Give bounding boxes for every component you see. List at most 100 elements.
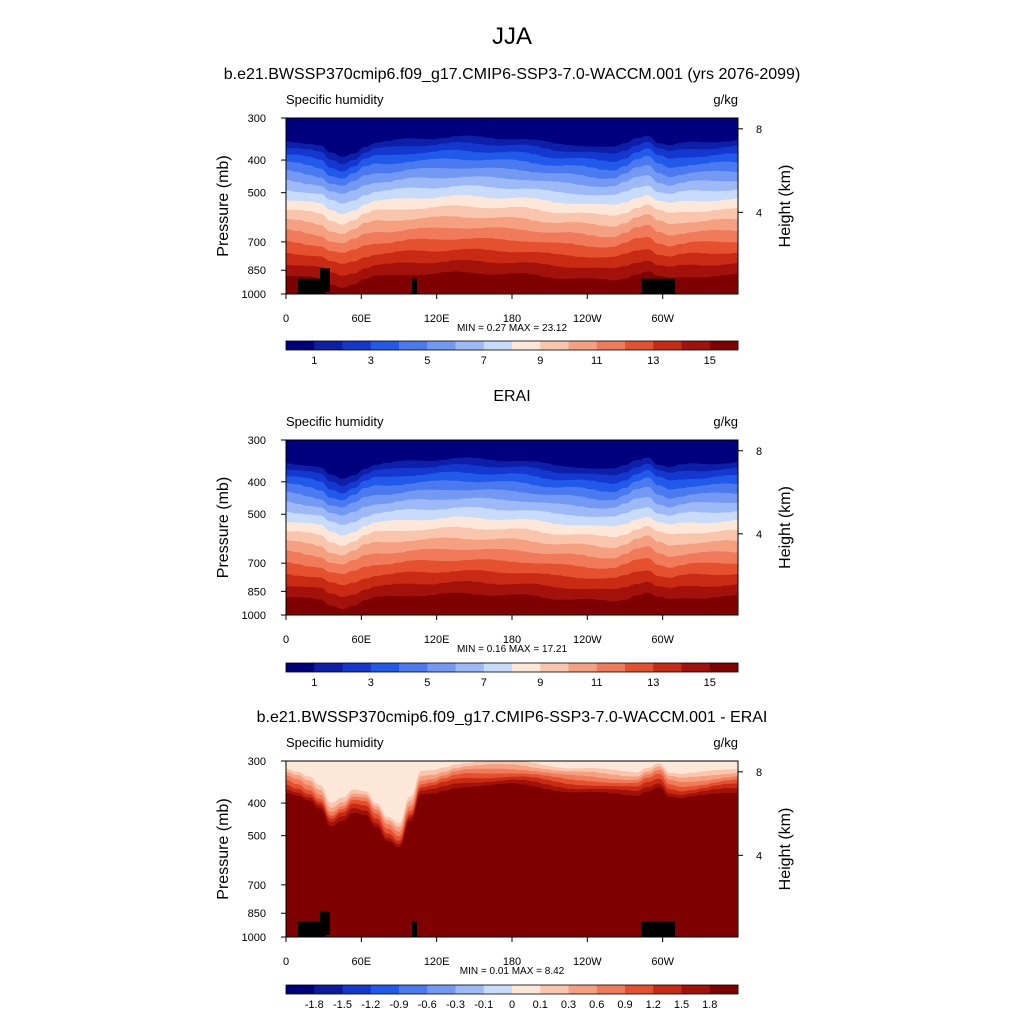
y-right-tick-label: 8 xyxy=(756,446,762,458)
y-tick-label: 850 xyxy=(248,265,266,277)
contour-field xyxy=(286,440,738,615)
y-tick-label: 1000 xyxy=(242,610,266,622)
topography-mask xyxy=(298,278,326,294)
topography-mask xyxy=(641,921,675,937)
colorbar-swatch xyxy=(427,663,456,672)
y-right-tick-label: 8 xyxy=(756,767,762,779)
colorbar-label: 9 xyxy=(537,355,543,367)
colorbar-swatch xyxy=(427,341,456,350)
y-right-axis-title: Height (km) xyxy=(777,808,794,891)
topography-mask xyxy=(298,921,326,937)
colorbar-label: -0.9 xyxy=(390,999,409,1011)
y-tick-label: 500 xyxy=(248,188,266,200)
colorbar-label: -1.5 xyxy=(333,999,352,1011)
colorbar-swatch xyxy=(399,985,428,994)
colorbar-swatch xyxy=(681,985,711,994)
y-right-tick-label: 4 xyxy=(756,529,762,541)
panel-3: b.e21.BWSSP370cmip6.f09_g17.CMIP6-SSP3-7… xyxy=(215,709,794,1011)
colorbar-swatch xyxy=(596,341,626,350)
colorbar-swatch xyxy=(370,341,400,350)
colorbar-swatch xyxy=(483,985,513,994)
topography-mask xyxy=(320,911,330,935)
colorbar-label: 3 xyxy=(368,677,374,689)
x-tick-label: 0 xyxy=(283,634,289,646)
colorbar-swatch xyxy=(596,663,626,672)
colorbar-swatch xyxy=(653,985,682,994)
colorbar-swatch xyxy=(709,663,739,672)
colorbar-label: 0.6 xyxy=(589,999,604,1011)
y-right-tick-label: 4 xyxy=(756,207,762,219)
panel-title: b.e21.BWSSP370cmip6.f09_g17.CMIP6-SSP3-7… xyxy=(257,709,768,726)
x-tick-label: 180 xyxy=(503,634,521,646)
colorbar-swatch xyxy=(625,985,654,994)
colorbar-label: 7 xyxy=(481,677,487,689)
x-tick-label: 60W xyxy=(651,634,674,646)
y-tick-label: 700 xyxy=(248,558,266,570)
min-max-text: MIN = 0.01 MAX = 8.42 xyxy=(460,966,565,977)
colorbar-swatch xyxy=(455,341,485,350)
y-tick-label: 500 xyxy=(248,509,266,521)
panel-title: b.e21.BWSSP370cmip6.f09_g17.CMIP6-SSP3-7… xyxy=(224,66,801,83)
y-tick-label: 300 xyxy=(248,113,266,125)
colorbar-swatch xyxy=(399,341,428,350)
colorbar-swatch xyxy=(370,663,400,672)
colorbar-label: -0.6 xyxy=(418,999,437,1011)
x-tick-label: 60W xyxy=(651,313,674,325)
units-label: g/kg xyxy=(713,92,738,107)
units-label: g/kg xyxy=(713,414,738,429)
colorbar-swatch xyxy=(370,985,400,994)
colorbar-swatch xyxy=(286,341,315,350)
colorbar-label: 0.3 xyxy=(561,999,576,1011)
x-tick-label: 120W xyxy=(573,313,602,325)
contour-band xyxy=(286,592,738,615)
contour-band xyxy=(286,271,738,294)
colorbar-swatch xyxy=(314,985,343,994)
y-axis-title: Pressure (mb) xyxy=(215,155,232,256)
x-tick-label: 120E xyxy=(424,313,450,325)
colorbar-label: 1.5 xyxy=(674,999,689,1011)
colorbar: 1 3 5 7 9 11 13 15 xyxy=(285,340,739,367)
colorbar-label: 0.9 xyxy=(617,999,632,1011)
x-tick-label: 180 xyxy=(503,313,521,325)
units-label: g/kg xyxy=(713,735,738,750)
colorbar-swatch xyxy=(540,341,569,350)
topography-mask xyxy=(412,921,417,937)
left-label: Specific humidity xyxy=(286,414,384,429)
colorbar-swatch xyxy=(596,985,626,994)
figure-title: JJA xyxy=(492,23,532,50)
colorbar-swatch xyxy=(455,663,485,672)
colorbar-swatch xyxy=(342,985,372,994)
x-tick-label: 120W xyxy=(573,634,602,646)
colorbar-label: 11 xyxy=(591,677,602,689)
y-tick-label: 400 xyxy=(248,798,266,810)
y-tick-label: 850 xyxy=(248,586,266,598)
colorbar-swatch xyxy=(314,663,343,672)
colorbar-swatch xyxy=(455,985,485,994)
y-right-tick-label: 8 xyxy=(756,124,762,136)
colorbar-swatch xyxy=(286,663,315,672)
min-max-text: MIN = 0.27 MAX = 23.12 xyxy=(457,323,567,334)
x-tick-label: 0 xyxy=(283,313,289,325)
colorbar-swatch xyxy=(568,663,598,672)
colorbar-label: 11 xyxy=(591,355,602,367)
colorbar-swatch xyxy=(625,663,654,672)
contour-band xyxy=(286,783,738,937)
colorbar-swatch xyxy=(427,985,456,994)
colorbar-swatch xyxy=(653,341,682,350)
colorbar-swatch xyxy=(540,663,569,672)
min-max-text: MIN = 0.16 MAX = 17.21 xyxy=(457,644,567,655)
x-tick-label: 120E xyxy=(424,634,450,646)
colorbar-label: 0.1 xyxy=(533,999,548,1011)
colorbar-frame xyxy=(285,662,739,673)
y-right-axis-title: Height (km) xyxy=(777,486,794,569)
colorbar-label: 13 xyxy=(647,677,659,689)
colorbar-label: 1.2 xyxy=(646,999,661,1011)
y-tick-label: 1000 xyxy=(242,932,266,944)
colorbar-swatch xyxy=(342,341,372,350)
colorbar-swatch xyxy=(709,985,739,994)
y-tick-label: 400 xyxy=(248,155,266,167)
topography-mask xyxy=(320,268,330,292)
colorbar-swatch xyxy=(512,663,541,672)
colorbar-swatch xyxy=(483,341,513,350)
